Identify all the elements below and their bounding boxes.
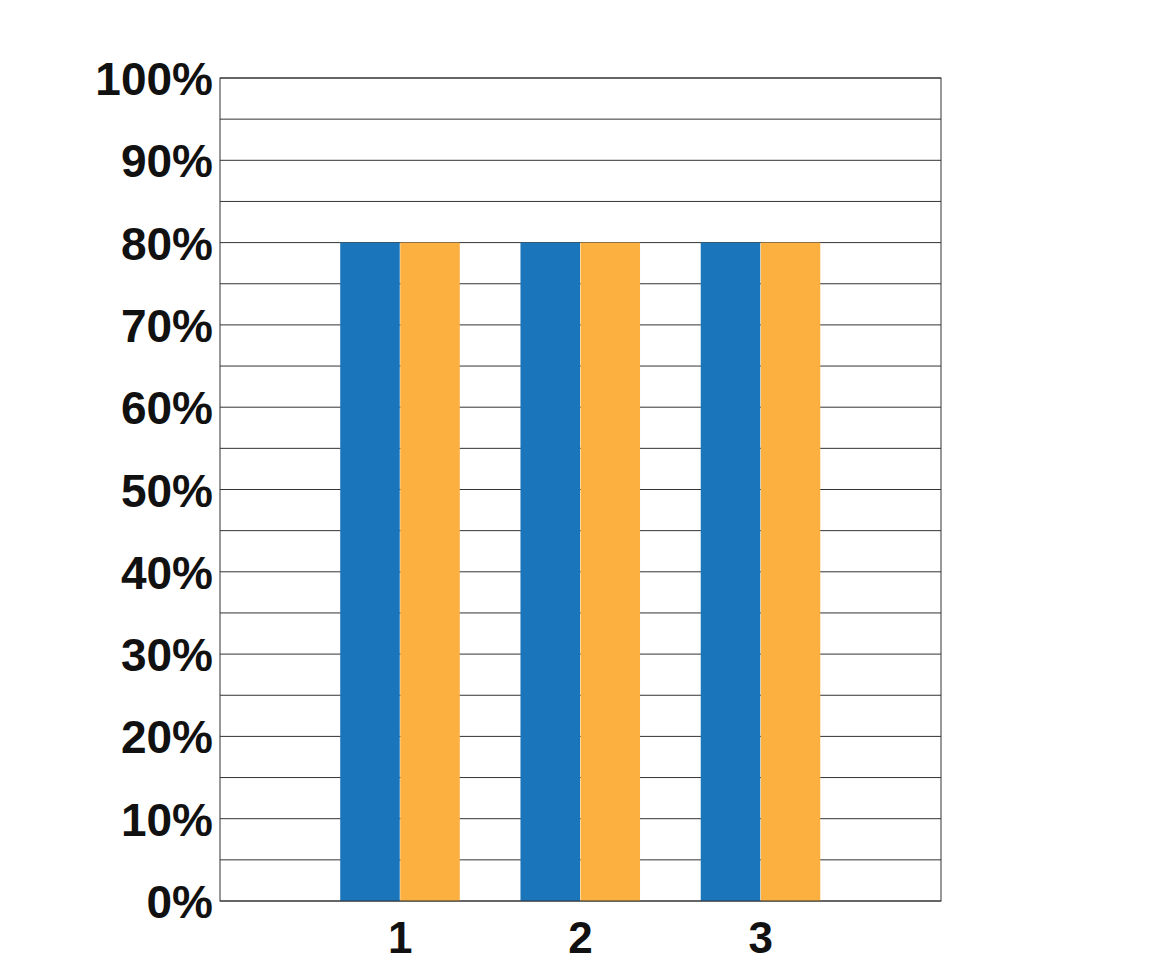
minor-grid-line: [220, 201, 941, 202]
chart-svg: 0% 10% 20% 30% 40% 50% 60% 70% 80% 90% 100% 1 2 3: [0, 0, 1161, 980]
y-tick-label: 80%: [121, 218, 213, 270]
plot-frame: [220, 78, 941, 901]
y-tick-labels: 0% 10% 20% 30% 40% 50% 60% 70% 80% 90% 100%: [95, 53, 213, 928]
y-tick-label: 90%: [121, 135, 213, 187]
y-tick-label: 50%: [121, 465, 213, 517]
y-tick-label: 40%: [121, 547, 213, 599]
bar: [400, 243, 460, 901]
bar: [701, 243, 761, 901]
y-tick-label: 0%: [147, 876, 213, 928]
bar: [520, 243, 580, 901]
minor-grid-line: [220, 119, 941, 120]
x-tick-label: 1: [388, 913, 412, 962]
y-tick-label: 30%: [121, 629, 213, 681]
y-tick-label: 70%: [121, 300, 213, 352]
y-tick-label: 100%: [95, 53, 213, 105]
bar: [581, 243, 641, 901]
grid: [220, 78, 941, 901]
y-tick-label: 10%: [121, 794, 213, 846]
bar: [340, 243, 400, 901]
x-tick-label: 2: [568, 913, 592, 962]
grid-line: [220, 160, 941, 161]
chart-container: 0% 10% 20% 30% 40% 50% 60% 70% 80% 90% 100% 1 2 3: [0, 0, 1161, 980]
bars: [340, 243, 820, 901]
bar: [761, 243, 821, 901]
x-tick-label: 3: [749, 913, 773, 962]
y-tick-label: 20%: [121, 711, 213, 763]
y-tick-label: 60%: [121, 382, 213, 434]
